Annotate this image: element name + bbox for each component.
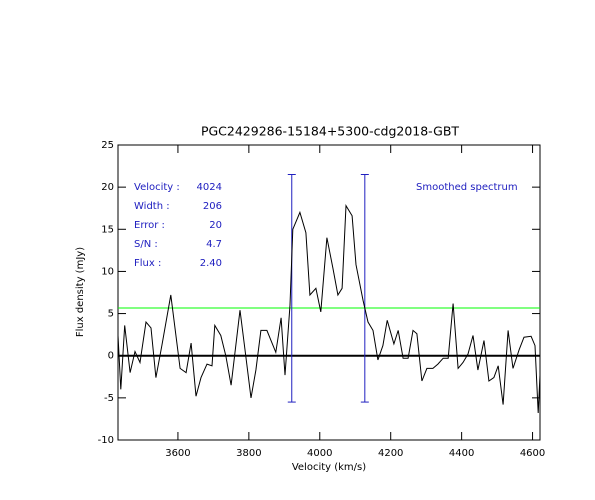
annotation-label: Width : [134,201,170,212]
annotation-label: S/N : [134,239,158,250]
x-axis-label: Velocity (km/s) [292,462,366,473]
x-tick-label: 4400 [449,448,474,459]
y-tick-label: 15 [101,224,114,235]
x-tick-label: 4000 [307,448,332,459]
x-tick-label: 4200 [378,448,403,459]
annotation-value: 4.7 [206,239,222,250]
annotation-value: 20 [209,220,222,231]
x-tick-label: 3600 [165,448,190,459]
y-tick-label: -10 [98,435,114,446]
y-tick-label: 10 [101,266,114,277]
plot-frame [117,144,541,441]
chart-title: PGC2429286-15184+5300-cdg2018-GBT [201,124,459,139]
spectrum-line [117,204,541,414]
y-tick-label: 0 [108,351,114,362]
annotation-value: 4024 [197,182,222,193]
annotation-label: Velocity : [134,182,180,193]
y-tick-label: 5 [108,309,114,320]
legend-label: Smoothed spectrum [416,182,518,193]
x-tick-label: 3800 [236,448,261,459]
y-tick-label: 25 [101,140,114,151]
x-tick-label: 4600 [520,448,545,459]
y-tick-label: 20 [101,182,114,193]
annotation-label: Error : [134,220,165,231]
annotation-value: 2.40 [200,258,222,269]
annotation-label: Flux : [134,258,161,269]
y-tick-label: -5 [104,393,114,404]
annotation-value: 206 [203,201,222,212]
y-axis-label: Flux density (mJy) [75,247,86,337]
